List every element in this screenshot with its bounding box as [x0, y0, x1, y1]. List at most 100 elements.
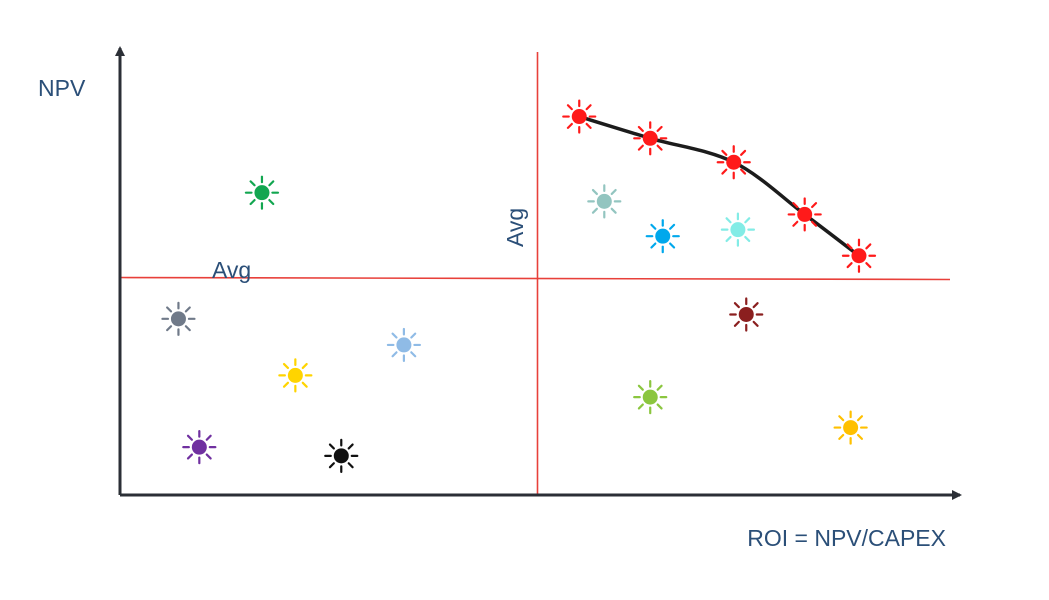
point-ray — [410, 351, 417, 358]
point-ray — [856, 415, 864, 422]
point-dot — [571, 109, 587, 125]
point-ray — [282, 381, 290, 388]
point-dot — [851, 248, 867, 264]
point-ray — [186, 434, 194, 441]
point-ray — [752, 302, 759, 309]
point-ray — [637, 125, 644, 132]
point-ray — [721, 149, 728, 156]
point-ray — [721, 168, 728, 175]
point-ray — [838, 415, 845, 422]
point-ray — [740, 149, 747, 156]
point-ray — [637, 384, 644, 391]
point-ray — [249, 180, 256, 187]
point-ray — [650, 223, 657, 230]
point-dot — [738, 306, 754, 322]
data-point — [182, 430, 217, 465]
point-ray — [856, 433, 864, 440]
points — [161, 99, 877, 473]
point-ray — [328, 443, 335, 450]
point-dot — [396, 337, 412, 353]
frontier-point — [633, 121, 668, 156]
frontier-point — [716, 145, 751, 180]
point-dot — [596, 193, 612, 209]
point-ray — [725, 217, 732, 224]
point-ray — [610, 207, 617, 214]
point-ray — [268, 180, 275, 187]
data-point — [729, 297, 764, 332]
point-ray — [656, 125, 663, 132]
point-ray — [566, 104, 573, 111]
point-dot — [170, 311, 186, 327]
point-ray — [725, 235, 732, 243]
frontier-point — [562, 99, 597, 134]
point-ray — [792, 202, 799, 209]
point-ray — [591, 188, 598, 196]
point-dot — [642, 130, 658, 146]
point-ray — [166, 325, 173, 332]
point-ray — [637, 144, 644, 151]
data-point — [833, 410, 868, 445]
point-ray — [205, 434, 212, 441]
frontier-point — [841, 238, 877, 273]
point-ray — [846, 262, 853, 269]
frontier-line — [577, 114, 861, 258]
data-point — [161, 301, 196, 336]
point-ray — [650, 242, 657, 249]
point-ray — [637, 403, 644, 410]
point-ray — [184, 306, 191, 313]
point-dot — [730, 222, 746, 238]
point-dot — [797, 206, 813, 222]
point-ray — [740, 168, 747, 175]
point-ray — [410, 332, 417, 339]
point-ray — [792, 220, 799, 227]
frontier-point — [787, 197, 822, 232]
point-ray — [391, 351, 398, 358]
data-point — [645, 219, 680, 254]
average-lines — [119, 52, 951, 495]
data-point — [720, 212, 756, 247]
data-point — [278, 358, 313, 393]
point-ray — [301, 381, 308, 388]
data-point — [587, 184, 622, 219]
point-dot — [287, 367, 303, 383]
point-ray — [744, 235, 751, 243]
point-ray — [166, 306, 173, 313]
point-ray — [865, 243, 872, 250]
point-ray — [656, 403, 663, 410]
point-ray — [610, 188, 617, 196]
point-dot — [254, 185, 270, 201]
point-ray — [205, 453, 212, 460]
point-ray — [744, 217, 751, 224]
avg-label-horizontal: Avg — [212, 257, 251, 283]
point-ray — [566, 122, 573, 129]
point-ray — [846, 243, 853, 250]
point-ray — [184, 325, 191, 332]
point-dot — [642, 389, 658, 405]
point-ray — [585, 122, 592, 129]
axes — [115, 46, 962, 500]
data-point — [386, 327, 421, 363]
point-ray — [328, 462, 335, 469]
point-ray — [669, 223, 676, 230]
point-ray — [838, 433, 845, 440]
point-ray — [347, 443, 354, 450]
point-ray — [811, 202, 818, 209]
point-ray — [752, 320, 759, 327]
point-ray — [865, 262, 872, 269]
avg-line-horizontal — [119, 276, 951, 281]
point-ray — [186, 453, 194, 460]
point-ray — [391, 332, 398, 339]
point-ray — [656, 144, 663, 151]
point-ray — [301, 362, 308, 370]
point-ray — [811, 220, 818, 227]
point-ray — [268, 198, 275, 206]
point-ray — [282, 362, 290, 370]
point-ray — [591, 207, 598, 214]
point-dot — [726, 154, 742, 170]
point-dot — [655, 228, 671, 244]
point-dot — [843, 420, 859, 436]
point-ray — [656, 384, 663, 391]
point-ray — [733, 320, 740, 327]
point-ray — [347, 462, 354, 469]
